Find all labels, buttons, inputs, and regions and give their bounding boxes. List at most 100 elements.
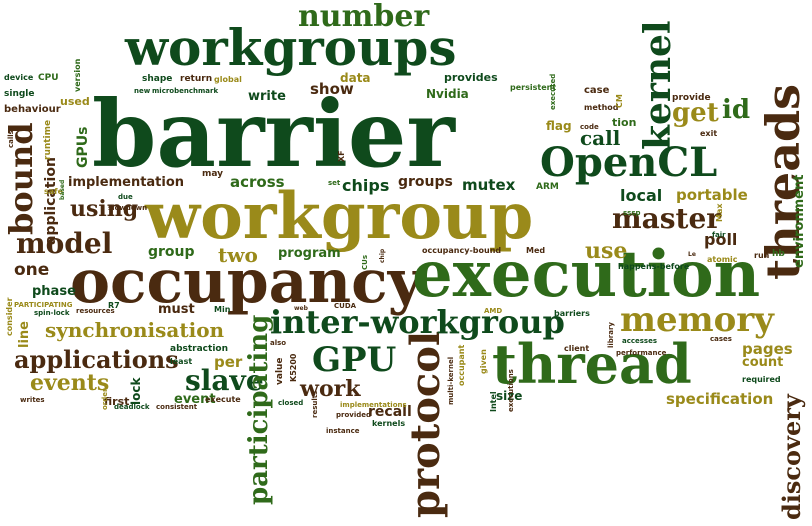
- word-results: results: [311, 390, 319, 418]
- word-application: application: [43, 157, 59, 245]
- word-first: first: [104, 395, 130, 408]
- word-write: write: [248, 89, 286, 104]
- word-resources: resources: [76, 307, 115, 315]
- word-one: one: [14, 260, 50, 280]
- word-groups: groups: [398, 174, 453, 190]
- word-environment: environment: [792, 174, 807, 268]
- word-required: required: [742, 375, 781, 384]
- word-chip: chip: [379, 248, 386, 263]
- word-med: Med: [526, 246, 546, 255]
- word-cm: CM: [615, 94, 624, 108]
- word-implementation: implementation: [68, 175, 185, 190]
- word-id: id: [722, 95, 751, 125]
- word-exit: exit: [700, 129, 718, 138]
- word-also: also: [270, 339, 287, 347]
- word-portable: portable: [676, 186, 748, 204]
- word-safe: safe: [44, 187, 64, 196]
- word-consistent: consistent: [156, 403, 198, 411]
- word-hb: hb: [772, 249, 785, 259]
- word-microbenchmark: microbenchmark: [152, 87, 219, 95]
- word-library: library: [607, 321, 615, 348]
- word-workgroup: workgroup: [145, 179, 534, 254]
- word-web: web: [294, 305, 308, 312]
- word-amd: AMD: [484, 307, 503, 315]
- word-code: code: [580, 123, 599, 131]
- word-recall: recall: [368, 404, 412, 420]
- word-local: local: [620, 186, 663, 205]
- word-global: global: [214, 75, 242, 84]
- word-group: group: [148, 244, 195, 260]
- word-device: device: [4, 73, 34, 82]
- word-sssp: sssp: [623, 209, 641, 217]
- word-lock: lock: [129, 377, 143, 405]
- word-may: may: [202, 169, 224, 179]
- word-poll: poll: [704, 230, 738, 249]
- word-method: method: [584, 103, 619, 112]
- word-return: return: [180, 74, 213, 84]
- word-synchronisation: synchronisation: [45, 318, 225, 342]
- word-protocol: protocol: [402, 330, 449, 518]
- word-xf: XF: [337, 150, 346, 162]
- word-call: call: [580, 126, 621, 150]
- word-cpu: CPU: [38, 73, 59, 83]
- word-number: number: [298, 0, 430, 34]
- word-execute: execute: [205, 395, 241, 404]
- word-provided: provided: [336, 411, 372, 419]
- word-implementations: implementations: [340, 401, 407, 409]
- word-kernels: kernels: [372, 419, 406, 428]
- word-pages: pages: [742, 340, 793, 358]
- word-single: single: [4, 89, 35, 99]
- word-writes: writes: [20, 396, 45, 404]
- word-chips: chips: [342, 176, 390, 195]
- word-opencl: OpenCL: [540, 139, 718, 186]
- word-consider: consider: [5, 297, 14, 336]
- word-executions: executions: [507, 369, 515, 412]
- word-accesses: accesses: [622, 337, 658, 345]
- word-occupant: occupant: [457, 344, 466, 386]
- word-thread: thread: [492, 332, 692, 396]
- word-memory: memory: [620, 300, 774, 340]
- word-occupancy: occupancy: [70, 247, 423, 317]
- word-cus: CUs: [361, 255, 369, 270]
- word-execution: execution: [412, 237, 761, 312]
- word-k5200: K5200: [289, 353, 298, 382]
- word-occupancy-bound: occupancy-bound: [422, 246, 502, 255]
- word-case: case: [584, 85, 610, 96]
- word-instance: instance: [326, 427, 360, 435]
- word-provides: provides: [444, 71, 498, 84]
- word-used: used: [60, 95, 90, 108]
- word-performance: performance: [616, 349, 667, 357]
- word-two: two: [218, 243, 258, 267]
- word-abstraction: abstraction: [170, 344, 228, 354]
- word-mutex: mutex: [462, 176, 516, 194]
- word-discovery: discovery: [777, 394, 806, 520]
- word-phase: phase: [32, 284, 76, 299]
- word-nvidia: Nvidia: [426, 87, 469, 101]
- word-get: get: [672, 98, 719, 128]
- word-least: least: [170, 357, 193, 366]
- word-atomic: atomic: [707, 255, 738, 264]
- word-given: given: [479, 349, 488, 374]
- word-r7: R7: [108, 301, 120, 310]
- word-slowdown: slowdown: [108, 204, 148, 212]
- word-closed: closed: [278, 399, 304, 407]
- word-based: based: [59, 179, 66, 200]
- word-runtime: runtime: [43, 119, 53, 160]
- word-spin-lock: spin-lock: [34, 309, 70, 317]
- word-happens-before: happens-before: [618, 262, 690, 271]
- word-kernel: kernel: [637, 20, 679, 150]
- word-persistent: persistent: [510, 83, 557, 92]
- word-run: run: [754, 251, 770, 260]
- word-master: master: [612, 202, 722, 235]
- word-per: per: [214, 353, 243, 371]
- word-flag: flag: [546, 119, 572, 133]
- word-inter-workgroup: inter-workgroup: [270, 303, 565, 341]
- word-deadlock: deadlock: [114, 403, 150, 411]
- word-line: line: [17, 321, 32, 348]
- word-specification: specification: [666, 390, 774, 408]
- word-workgroups: workgroups: [125, 18, 457, 77]
- word-set: set: [328, 179, 341, 187]
- word-max: Max: [715, 203, 724, 222]
- word-must: must: [158, 302, 195, 317]
